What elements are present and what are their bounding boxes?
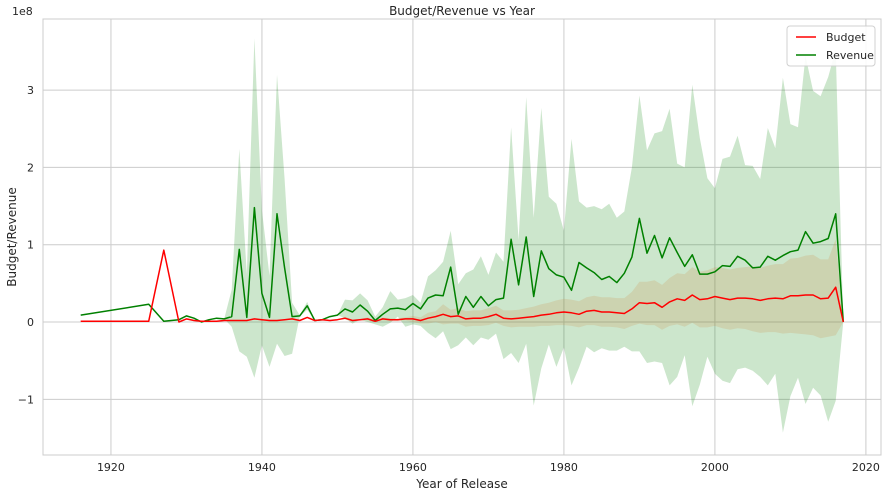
offset-text: 1e8 <box>12 5 33 18</box>
x-tick-label: 1980 <box>550 461 578 474</box>
x-tick-label: 1960 <box>399 461 427 474</box>
grid-lines <box>43 19 881 455</box>
legend-label-budget: Budget <box>826 31 866 44</box>
plot-background <box>43 19 881 455</box>
y-tick-labels: −1 0 1 2 3 <box>18 84 34 406</box>
budget-confidence-band <box>80 239 844 339</box>
plot-frame <box>42 18 882 456</box>
x-tick-label: 2000 <box>701 461 729 474</box>
revenue-confidence-band <box>80 38 844 433</box>
series-lines <box>80 206 845 323</box>
x-axis-label: Year of Release <box>415 477 508 491</box>
y-tick-label: 3 <box>27 84 34 97</box>
confidence-bands <box>80 38 844 433</box>
legend: Budget Revenue <box>786 25 876 67</box>
legend-label-revenue: Revenue <box>826 49 874 62</box>
x-tick-labels: 1920 1940 1960 1980 2000 2020 <box>97 461 880 474</box>
legend-frame <box>786 25 876 67</box>
y-tick-label: 2 <box>27 161 34 174</box>
y-tick-label: 1 <box>27 239 34 252</box>
y-tick-label: 0 <box>27 316 34 329</box>
chart-title: Budget/Revenue vs Year <box>389 4 535 18</box>
x-tick-label: 1940 <box>248 461 276 474</box>
y-tick-label: −1 <box>18 393 34 406</box>
revenue-line <box>80 206 845 323</box>
x-tick-label: 1920 <box>97 461 125 474</box>
y-axis-label: Budget/Revenue <box>5 187 19 286</box>
budget-line <box>80 249 845 323</box>
x-tick-label: 2020 <box>852 461 880 474</box>
